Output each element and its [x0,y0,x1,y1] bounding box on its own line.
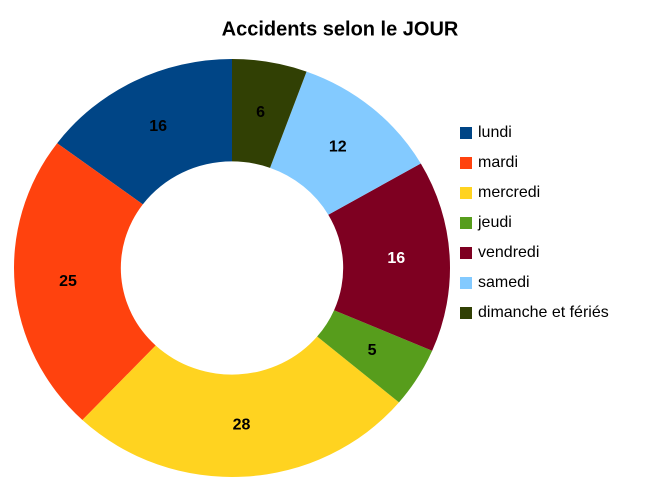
data-label: 28 [233,417,251,434]
legend-swatch [460,217,472,229]
slice [232,59,307,168]
chart-title: Accidents selon le JOUR [222,18,459,40]
legend-label: samedi [478,274,530,291]
data-label: 25 [59,273,77,290]
slice [57,59,232,205]
legend-label: vendredi [478,244,539,261]
slice [317,310,433,403]
slice [270,71,421,215]
data-label: 5 [368,342,377,359]
legend-swatch [460,187,472,199]
legend-swatch [460,277,472,289]
data-label: 16 [149,118,167,135]
slice [328,163,450,351]
legend-label: jeudi [477,214,512,231]
data-label: 16 [387,250,405,267]
data-label: 6 [256,104,265,121]
legend-label: mardi [478,154,518,171]
legend-swatch [460,127,472,139]
legend-label: dimanche et fériés [478,304,609,321]
legend-label: lundi [478,124,512,141]
slice [82,336,399,477]
legend-swatch [460,307,472,319]
legend-swatch [460,247,472,259]
legend-swatch [460,157,472,169]
legend-label: mercredi [478,184,540,201]
slice [14,143,156,421]
data-label: 12 [329,138,347,155]
